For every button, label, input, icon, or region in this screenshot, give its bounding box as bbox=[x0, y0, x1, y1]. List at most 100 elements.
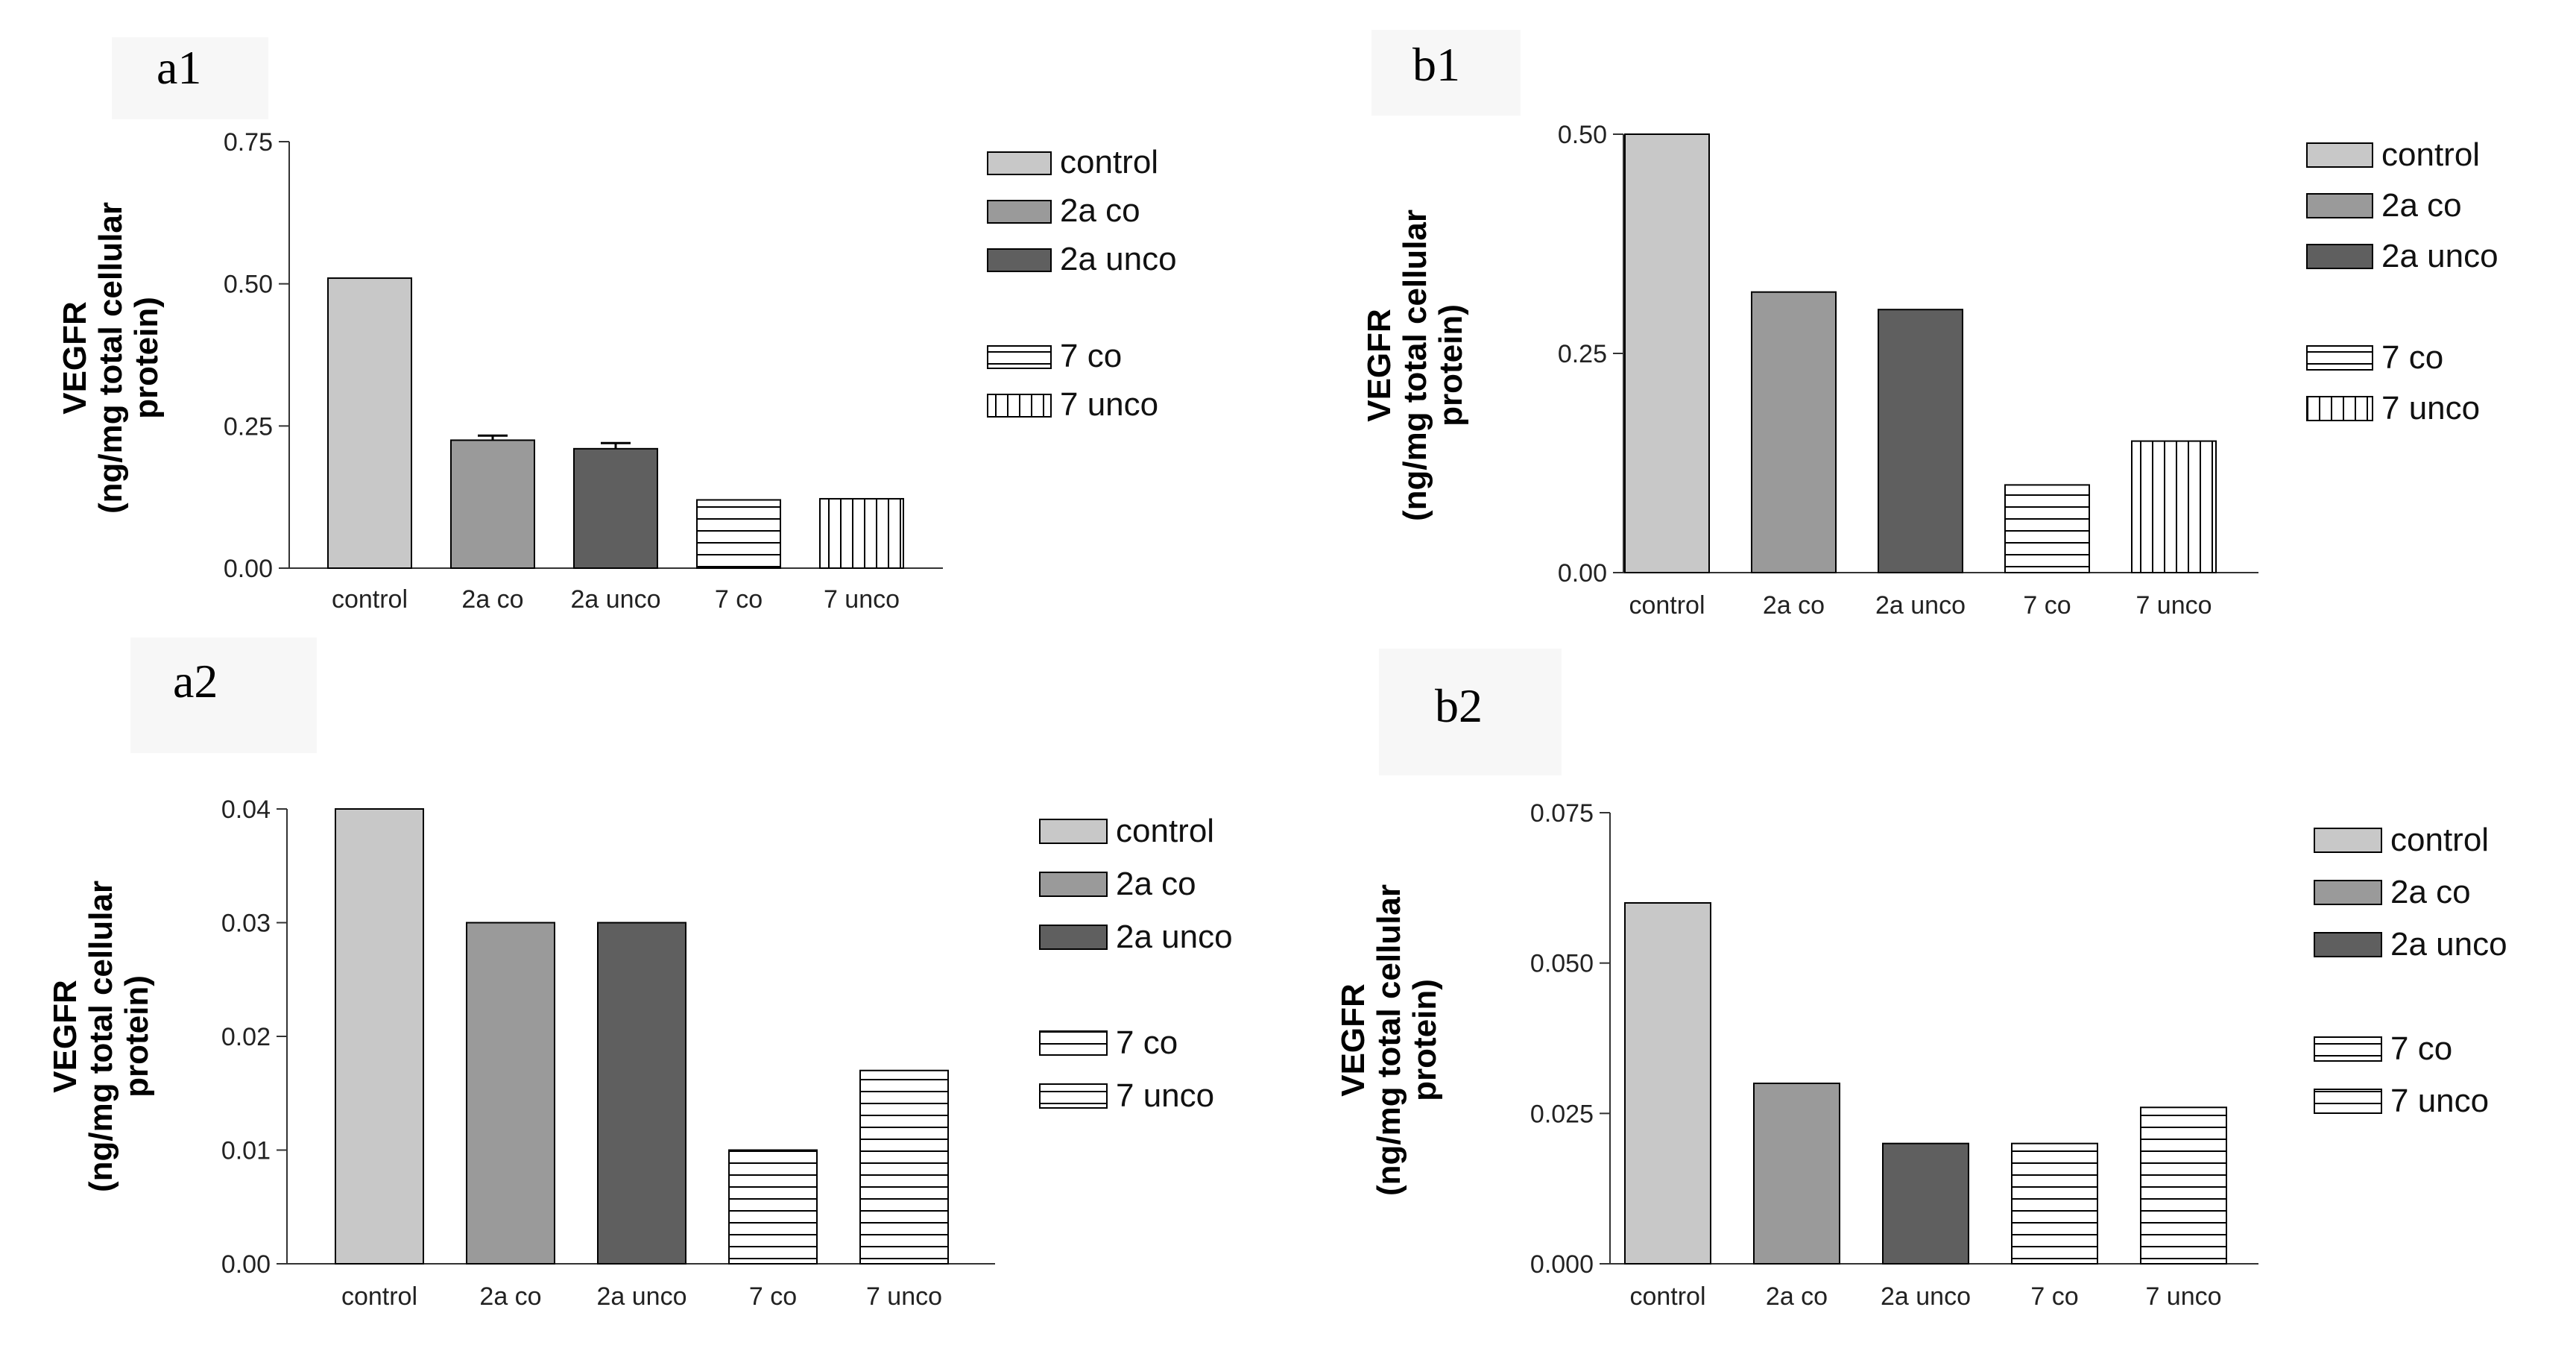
legend-swatch bbox=[2306, 142, 2373, 168]
legend-label: control bbox=[1060, 144, 1158, 180]
legend-label: 2a unco bbox=[1116, 919, 1233, 955]
bar-2a-unco bbox=[597, 922, 686, 1265]
x-tick-label: control bbox=[1629, 591, 1705, 620]
y-tick-label: 0.75 bbox=[224, 128, 273, 157]
legend-label: 2a co bbox=[1116, 866, 1196, 902]
legend-swatch bbox=[987, 200, 1052, 224]
bar-7-co bbox=[728, 1149, 818, 1265]
y-axis-label-line2: (ng/mg total cellular bbox=[1371, 884, 1407, 1196]
bar-7-co bbox=[696, 499, 781, 569]
legend: control 2a co 2a unco 7 co 7 unco bbox=[987, 144, 1177, 423]
legend-swatch bbox=[987, 151, 1052, 175]
x-tick-label: control bbox=[332, 585, 408, 614]
axes: 0.000 0.025 0.050 0.075 bbox=[1530, 799, 2258, 1279]
y-axis-title: VEGFR (ng/mg total cellular protein) bbox=[1335, 884, 1443, 1196]
legend-label: control bbox=[2381, 136, 2480, 173]
legend-label: 2a unco bbox=[2390, 926, 2507, 963]
y-tick-label: 0.50 bbox=[224, 271, 273, 299]
y-tick-label: 0.02 bbox=[221, 1023, 271, 1051]
legend-swatch bbox=[1039, 819, 1108, 844]
legend-swatch bbox=[987, 248, 1052, 272]
y-tick-label: 0.03 bbox=[221, 910, 271, 938]
legend-swatch bbox=[2314, 880, 2382, 905]
bar-7-unco bbox=[2140, 1106, 2227, 1265]
panel-label: a2 bbox=[173, 655, 218, 708]
x-tick-label: 7 unco bbox=[866, 1282, 942, 1311]
x-tick-label: 7 co bbox=[2030, 1282, 2078, 1311]
panel-label-bg bbox=[1379, 649, 1562, 775]
y-tick-label: 0.000 bbox=[1530, 1250, 1594, 1279]
panel-label-bg bbox=[1371, 30, 1521, 116]
y-axis-label-line2: (ng/mg total cellular bbox=[83, 881, 119, 1192]
legend-label: 7 unco bbox=[2381, 390, 2480, 426]
y-axis-label-line1: VEGFR bbox=[57, 301, 93, 415]
y-axis-label-line3: protein) bbox=[119, 975, 155, 1098]
y-tick-label: 0.050 bbox=[1530, 950, 1594, 978]
panel-a1: a1 VEGFR (ng/mg total cellular protein) … bbox=[57, 37, 1177, 614]
x-tick-label: 2a co bbox=[461, 585, 523, 614]
y-tick-label: 0.075 bbox=[1530, 799, 1594, 828]
bar-2a-unco bbox=[573, 447, 658, 570]
x-tick-label: control bbox=[341, 1282, 417, 1311]
y-axis-label-line2: (ng/mg total cellular bbox=[1397, 210, 1433, 521]
legend-label: 2a unco bbox=[2381, 238, 2498, 274]
bars bbox=[1624, 133, 2217, 574]
legend-swatch bbox=[2306, 244, 2373, 269]
x-tick-label: control bbox=[1629, 1282, 1705, 1311]
legend-swatch bbox=[2306, 396, 2373, 421]
x-tick-label: 7 unco bbox=[824, 585, 900, 614]
legend-swatch bbox=[2314, 828, 2382, 853]
x-ticks: control 2a co 2a unco 7 co 7 unco bbox=[1629, 1282, 2221, 1311]
y-tick-label: 0.00 bbox=[1558, 559, 1607, 588]
legend-label: 7 unco bbox=[1116, 1077, 1214, 1114]
legend-label: 2a unco bbox=[1060, 241, 1177, 277]
x-tick-label: 7 unco bbox=[2135, 591, 2212, 620]
legend-swatch bbox=[1039, 1030, 1108, 1056]
legend-label: 2a co bbox=[1060, 192, 1140, 229]
x-tick-label: 2a co bbox=[479, 1282, 541, 1311]
x-ticks: control 2a co 2a unco 7 co 7 unco bbox=[341, 1282, 942, 1311]
panel-label-bg bbox=[130, 637, 317, 753]
bars bbox=[327, 277, 904, 570]
x-tick-label: 2a unco bbox=[597, 1282, 687, 1311]
bar-7-co bbox=[2011, 1142, 2098, 1265]
legend-label: 7 unco bbox=[2390, 1083, 2489, 1119]
x-tick-label: 7 co bbox=[715, 585, 763, 614]
bar-7-unco bbox=[859, 1069, 949, 1265]
bar-control bbox=[1624, 133, 1710, 573]
legend-label: 2a co bbox=[2381, 187, 2462, 224]
legend-swatch bbox=[2306, 193, 2373, 218]
x-tick-label: 7 co bbox=[749, 1282, 797, 1311]
bar-2a-co bbox=[1753, 1083, 1840, 1265]
x-tick-label: 2a co bbox=[1763, 591, 1825, 620]
legend-swatch bbox=[1039, 1083, 1108, 1109]
y-axis-label-line1: VEGFR bbox=[47, 980, 83, 1093]
legend-swatch bbox=[987, 345, 1052, 369]
axes: 0.00 0.01 0.02 0.03 0.04 bbox=[221, 796, 995, 1279]
x-tick-label: 2a unco bbox=[1875, 591, 1966, 620]
legend-label: 7 co bbox=[1060, 338, 1122, 374]
legend: control 2a co 2a unco 7 co 7 unco bbox=[2314, 822, 2507, 1119]
x-tick-label: 2a unco bbox=[1881, 1282, 1971, 1311]
bar-2a-co bbox=[450, 439, 535, 570]
bar-2a-co bbox=[466, 922, 555, 1265]
legend-swatch bbox=[2314, 1089, 2382, 1114]
y-tick-label: 0.025 bbox=[1530, 1100, 1594, 1128]
legend: control 2a co 2a unco 7 co 7 unco bbox=[1039, 813, 1233, 1114]
x-ticks: control 2a co 2a unco 7 co 7 unco bbox=[332, 585, 900, 614]
panel-label: b1 bbox=[1412, 38, 1460, 91]
legend-swatch bbox=[1039, 925, 1108, 950]
bar-7-co bbox=[2004, 484, 2090, 574]
legend-label: 2a co bbox=[2390, 874, 2471, 910]
legend-swatch bbox=[2306, 345, 2373, 371]
legend-swatch bbox=[2314, 932, 2382, 957]
x-ticks: control 2a co 2a unco 7 co 7 unco bbox=[1629, 591, 2212, 620]
panel-a2: a2 VEGFR (ng/mg total cellular protein) … bbox=[47, 637, 1233, 1311]
panel-b1: b1 VEGFR (ng/mg total cellular protein) … bbox=[1361, 30, 2498, 620]
y-tick-label: 0.04 bbox=[221, 796, 271, 824]
y-axis-label-line1: VEGFR bbox=[1361, 309, 1398, 422]
bar-7-unco bbox=[819, 497, 904, 569]
panel-label: a1 bbox=[157, 41, 201, 94]
panel-b2: b2 VEGFR (ng/mg total cellular protein) … bbox=[1335, 649, 2507, 1311]
y-axis-title: VEGFR (ng/mg total cellular protein) bbox=[1361, 210, 1469, 521]
